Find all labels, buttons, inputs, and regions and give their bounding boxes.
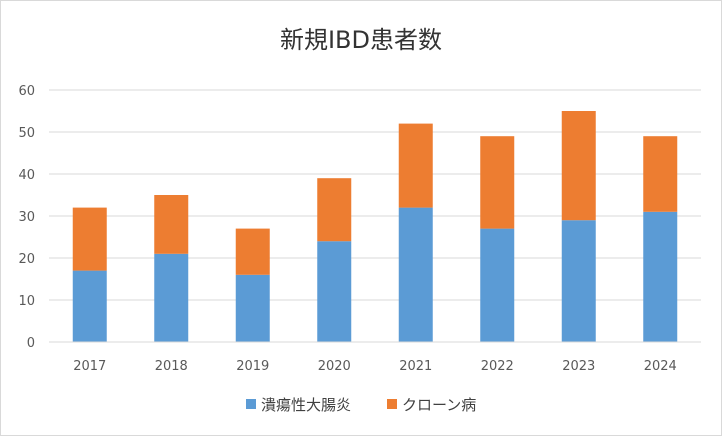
y-tick-label: 40 — [18, 168, 35, 183]
x-tick-label: 2021 — [399, 359, 432, 374]
legend-swatch-uc — [246, 399, 256, 409]
legend-label-cd: クローン病 — [402, 396, 476, 414]
y-axis-ticks: 0 10 20 30 40 50 60 — [18, 84, 35, 351]
y-tick-label: 30 — [18, 210, 35, 225]
legend-swatch-cd — [387, 399, 397, 409]
legend-label-uc: 潰瘍性大腸炎 — [261, 396, 351, 414]
bar-uc-2024 — [643, 211, 678, 342]
legend: 潰瘍性大腸炎 クローン病 — [246, 396, 476, 414]
gridlines — [49, 89, 701, 301]
bar-uc-2021 — [398, 207, 433, 342]
y-tick-label: 50 — [18, 126, 35, 141]
x-tick-label: 2017 — [73, 359, 106, 374]
bar-cd-2019 — [235, 228, 270, 275]
bar-cd-2024 — [643, 136, 678, 212]
y-tick-label: 60 — [18, 84, 35, 99]
bar-uc-2020 — [317, 241, 352, 342]
bar-cd-2018 — [154, 195, 189, 254]
y-tick-label: 20 — [18, 252, 35, 267]
bar-uc-2017 — [72, 270, 107, 342]
bar-cd-2017 — [72, 207, 107, 271]
x-tick-label: 2022 — [481, 359, 514, 374]
x-tick-label: 2023 — [562, 359, 595, 374]
bars — [72, 111, 678, 342]
bar-uc-2023 — [561, 220, 596, 342]
bar-cd-2023 — [561, 111, 596, 221]
chart-title: 新規IBD患者数 — [280, 26, 442, 54]
bar-cd-2022 — [480, 136, 515, 229]
bar-uc-2019 — [235, 274, 270, 342]
y-tick-label: 10 — [18, 294, 35, 309]
y-tick-label: 0 — [27, 336, 35, 351]
bar-cd-2020 — [317, 178, 352, 242]
x-tick-label: 2020 — [318, 359, 351, 374]
x-axis-ticks: 2017 2018 2019 2020 2021 2022 2023 2024 — [73, 359, 677, 374]
x-tick-label: 2024 — [644, 359, 677, 374]
bar-uc-2022 — [480, 228, 515, 342]
x-tick-label: 2019 — [236, 359, 269, 374]
x-tick-label: 2018 — [155, 359, 188, 374]
bar-uc-2018 — [154, 253, 189, 342]
bar-cd-2021 — [398, 123, 433, 208]
